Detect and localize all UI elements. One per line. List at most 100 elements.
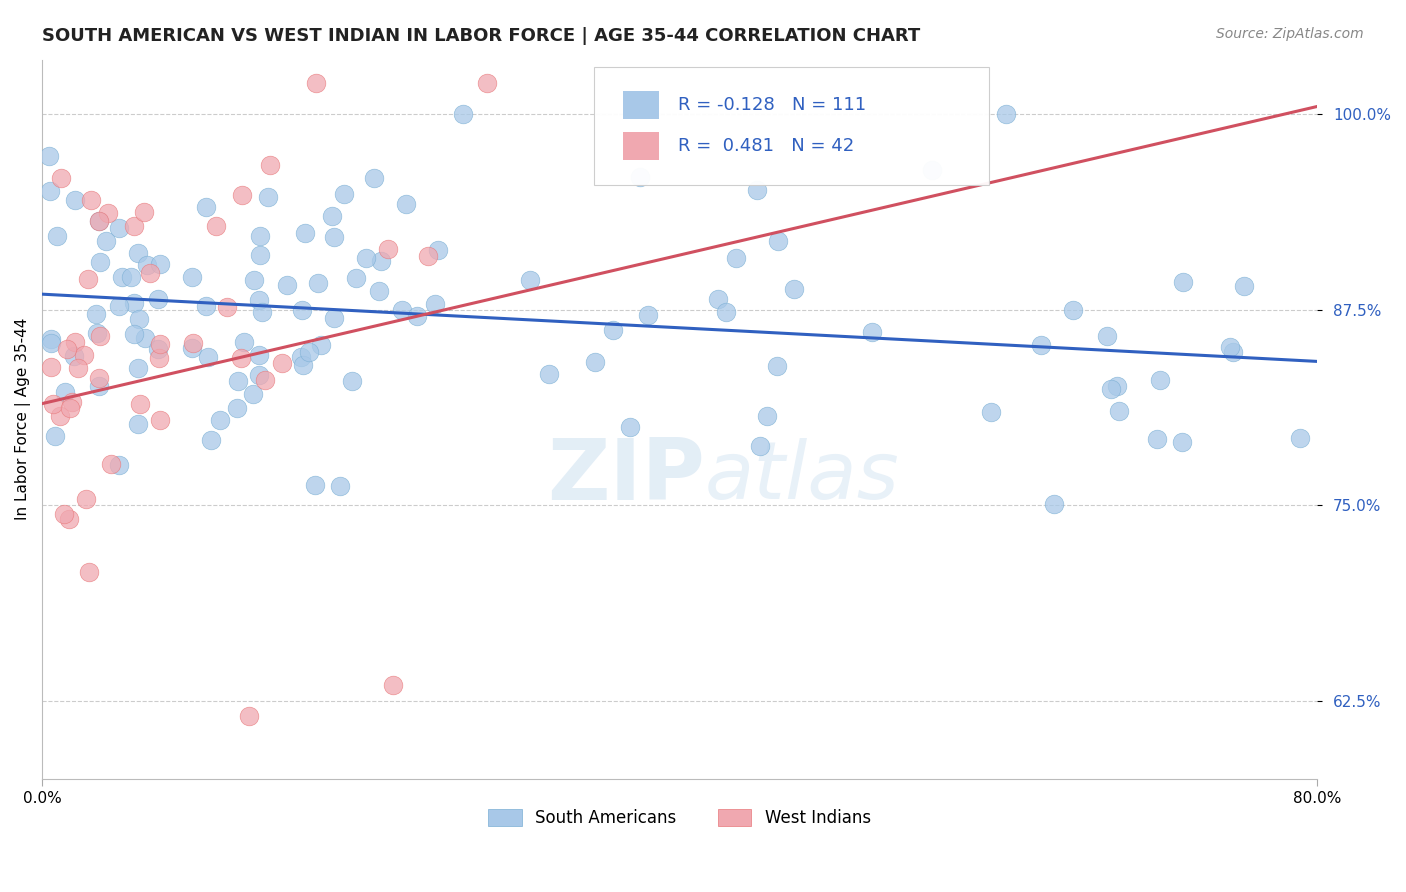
Point	[1062, 302, 1084, 317]
Point	[637, 308, 659, 322]
Point	[766, 359, 789, 374]
Point	[321, 209, 343, 223]
Point	[94, 235, 117, 249]
FancyBboxPatch shape	[623, 132, 659, 160]
Point	[1043, 498, 1066, 512]
Point	[66, 361, 89, 376]
Point	[749, 439, 772, 453]
Point	[56, 342, 79, 356]
Point	[307, 276, 329, 290]
Point	[1108, 404, 1130, 418]
Point	[921, 162, 943, 177]
Point	[63, 193, 86, 207]
Point	[205, 219, 228, 233]
Point	[783, 282, 806, 296]
Point	[354, 251, 377, 265]
Point	[229, 351, 252, 365]
Point	[149, 257, 172, 271]
Point	[181, 342, 204, 356]
Point	[65, 335, 87, 350]
Point	[294, 227, 316, 241]
Point	[122, 295, 145, 310]
Point	[181, 270, 204, 285]
Point	[367, 284, 389, 298]
Point	[363, 170, 385, 185]
Point	[766, 234, 789, 248]
Point	[194, 200, 217, 214]
Point	[80, 193, 103, 207]
Point	[1173, 275, 1195, 289]
Point	[49, 409, 72, 423]
Point	[77, 271, 100, 285]
Point	[323, 311, 346, 326]
Point	[197, 350, 219, 364]
Point	[451, 107, 474, 121]
Point	[39, 336, 62, 351]
Point	[256, 190, 278, 204]
Point	[276, 278, 298, 293]
Text: atlas: atlas	[704, 438, 900, 516]
Point	[342, 374, 364, 388]
Point	[42, 397, 65, 411]
Legend: South Americans, West Indians: South Americans, West Indians	[479, 800, 879, 835]
Point	[247, 293, 270, 307]
Point	[87, 371, 110, 385]
Point	[127, 245, 149, 260]
Point	[183, 336, 205, 351]
Point	[1029, 338, 1052, 352]
Point	[242, 387, 264, 401]
Point	[136, 258, 159, 272]
Point	[291, 303, 314, 318]
FancyBboxPatch shape	[595, 67, 990, 186]
Point	[259, 157, 281, 171]
Point	[129, 396, 152, 410]
Point	[39, 360, 62, 375]
Point	[97, 206, 120, 220]
Point	[292, 358, 315, 372]
Point	[89, 214, 111, 228]
Point	[344, 271, 367, 285]
Point	[249, 248, 271, 262]
Point	[100, 458, 122, 472]
Point	[724, 251, 747, 265]
Point	[122, 326, 145, 341]
Point	[305, 76, 328, 90]
Point	[111, 269, 134, 284]
Point	[395, 197, 418, 211]
Point	[226, 375, 249, 389]
FancyBboxPatch shape	[623, 91, 659, 119]
Point	[39, 332, 62, 346]
Point	[755, 409, 778, 423]
Point	[39, 184, 62, 198]
Point	[108, 299, 131, 313]
Point	[1222, 345, 1244, 359]
Point	[304, 477, 326, 491]
Point	[149, 336, 172, 351]
Point	[44, 429, 66, 443]
Point	[77, 565, 100, 579]
Point	[75, 491, 97, 506]
Point	[416, 249, 439, 263]
Point	[84, 307, 107, 321]
Point	[73, 348, 96, 362]
Point	[602, 323, 624, 337]
Point	[1171, 435, 1194, 450]
Point	[45, 229, 67, 244]
Point	[49, 171, 72, 186]
Point	[53, 385, 76, 400]
Point	[132, 205, 155, 219]
Point	[226, 401, 249, 416]
Text: Source: ZipAtlas.com: Source: ZipAtlas.com	[1216, 27, 1364, 41]
Point	[148, 412, 170, 426]
Point	[247, 348, 270, 362]
Point	[253, 373, 276, 387]
Point	[628, 169, 651, 184]
Point	[58, 512, 80, 526]
Point	[333, 186, 356, 201]
Point	[1233, 278, 1256, 293]
Point	[107, 221, 129, 235]
Point	[87, 378, 110, 392]
Point	[134, 331, 156, 345]
Point	[87, 213, 110, 227]
Point	[249, 368, 271, 383]
